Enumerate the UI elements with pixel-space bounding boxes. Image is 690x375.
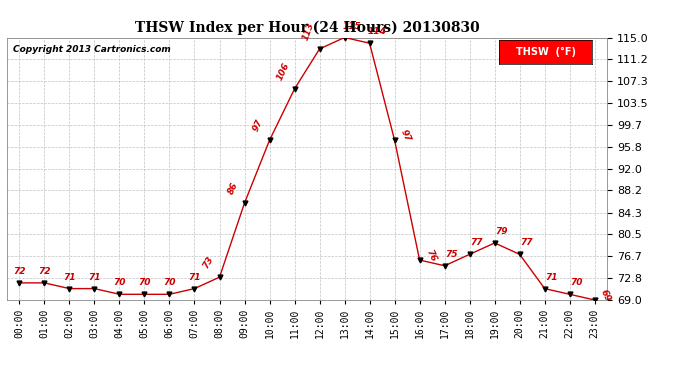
Text: 113: 113 — [301, 21, 316, 42]
Text: 71: 71 — [88, 273, 101, 282]
Title: THSW Index per Hour (24 Hours) 20130830: THSW Index per Hour (24 Hours) 20130830 — [135, 21, 480, 35]
Text: Copyright 2013 Cartronics.com: Copyright 2013 Cartronics.com — [13, 45, 170, 54]
Text: 70: 70 — [113, 278, 126, 287]
Text: 70: 70 — [571, 278, 583, 287]
Text: 97: 97 — [399, 128, 413, 143]
Text: 69: 69 — [599, 288, 613, 303]
Text: 75: 75 — [445, 250, 457, 259]
Text: 77: 77 — [520, 238, 533, 248]
Text: 79: 79 — [495, 227, 508, 236]
Text: 77: 77 — [471, 238, 483, 248]
Text: 70: 70 — [164, 278, 176, 287]
Text: 70: 70 — [138, 278, 150, 287]
Text: 72: 72 — [13, 267, 26, 276]
Text: 106: 106 — [275, 61, 291, 82]
Text: 73: 73 — [201, 255, 215, 270]
Text: 71: 71 — [545, 273, 558, 282]
Text: 71: 71 — [188, 273, 201, 282]
Text: 114: 114 — [367, 27, 386, 36]
Text: 97: 97 — [252, 118, 265, 133]
Text: 86: 86 — [227, 181, 240, 196]
Text: 76: 76 — [424, 248, 437, 263]
Text: 115: 115 — [342, 21, 361, 30]
Text: 72: 72 — [38, 267, 50, 276]
Text: 71: 71 — [63, 273, 76, 282]
